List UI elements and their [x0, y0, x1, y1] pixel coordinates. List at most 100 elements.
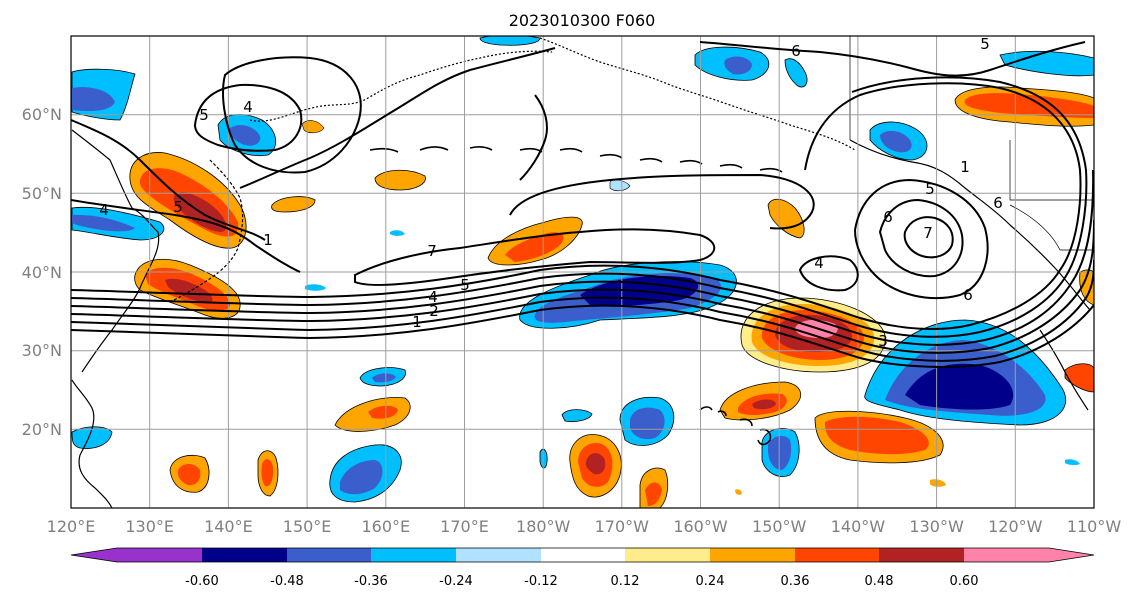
contour-label: 7 [427, 242, 437, 260]
contour-line [853, 178, 989, 299]
lon-tick-label: 120°W [988, 517, 1043, 536]
contour-line [222, 56, 362, 174]
colorbar-segment [117, 548, 202, 562]
contour-line [71, 304, 1094, 368]
lon-tick-label: 160°W [673, 517, 728, 536]
contour-label: 7 [923, 224, 933, 242]
contour-label: 6 [963, 286, 973, 304]
colorbar-tick-label: -0.24 [439, 574, 473, 589]
height-contours [71, 41, 1094, 368]
contour-label: 3 [878, 332, 888, 350]
colorbar-tick-label: 0.48 [865, 574, 894, 589]
colorbar-segment [795, 548, 879, 562]
contour-label: 6 [883, 208, 893, 226]
lon-tick-label: 120°E [47, 517, 96, 536]
lat-tick-label: 50°N [22, 184, 62, 203]
coastline-siberia [249, 50, 553, 122]
contour-label: 2 [429, 302, 439, 320]
contour-label: 1 [960, 158, 970, 176]
tropical-anomalies [71, 120, 1094, 508]
map-frame [70, 35, 1095, 509]
colorbar-outline [70, 547, 1095, 563]
contour-line [71, 119, 266, 241]
colorbar-tick-label: 0.60 [950, 574, 979, 589]
lon-tick-label: 180°W [516, 517, 571, 536]
lat-tick-label: 30°N [22, 341, 62, 360]
contour-line [798, 255, 859, 292]
contour-label: 4 [428, 288, 438, 306]
colorbar-segment [541, 548, 625, 562]
lon-tick-label: 130°W [909, 517, 964, 536]
contour-label: 1 [263, 231, 273, 249]
contour-line [878, 198, 964, 278]
longitude-ticks: 120°E 130°E 140°E 150°E 160°E 170°E 180°… [47, 517, 1122, 536]
latitude-ticks: 20°N 30°N 40°N 50°N 60°N [22, 105, 62, 439]
coastline-hawaii [699, 406, 772, 446]
map-panel: 5 4 6 5 4 1 7 4 5 1 2 4 5 6 6 3 1 7 6 5 … [22, 35, 1122, 536]
contour-line [193, 83, 303, 152]
colorbar-segment [879, 548, 964, 562]
lon-tick-label: 110°W [1067, 517, 1122, 536]
colorbar-tick-label: 0.12 [611, 574, 640, 589]
colorbar-segment [202, 548, 287, 562]
negative-anomaly-okhotsk [71, 68, 276, 241]
gridlines [71, 36, 1094, 508]
contour-line [699, 41, 1086, 77]
contour-label: 4 [99, 201, 109, 219]
contour-label: 1 [412, 313, 422, 331]
figure-title: 2023010300 F060 [509, 11, 656, 30]
contour-line [519, 94, 548, 181]
lon-tick-label: 140°W [831, 517, 886, 536]
contour-line [71, 169, 1094, 346]
coastlines [71, 36, 1094, 508]
lon-tick-label: 160°E [361, 517, 410, 536]
colorbar-tick-label: -0.36 [354, 574, 388, 589]
contour-line [71, 76, 1088, 338]
contour-label: 6 [993, 194, 1003, 212]
contour-line [71, 259, 1094, 362]
contour-line [509, 173, 815, 230]
colorbar-tick-label: -0.12 [524, 574, 558, 589]
contour-line [239, 47, 556, 189]
positive-anomaly-gulf-of-alaska [954, 86, 1094, 127]
coastline-asia [71, 129, 160, 508]
lon-tick-label: 150°W [752, 517, 807, 536]
colorbar-tick-label: 0.24 [696, 574, 725, 589]
contour-line [903, 216, 954, 259]
colorbar-segment [287, 548, 371, 562]
lon-tick-label: 170°E [440, 517, 489, 536]
contour-line [71, 219, 1094, 354]
coastline-north-america [849, 139, 1091, 311]
colorbar-extend-low [71, 548, 117, 562]
lat-tick-label: 40°N [22, 263, 62, 282]
contour-label: 5 [199, 106, 209, 124]
coastline-alaska [539, 37, 856, 151]
contour-label: 5 [173, 198, 183, 216]
contour-labels: 5 4 6 5 4 1 7 4 5 1 2 4 5 6 6 3 1 7 6 5 [99, 35, 1003, 350]
lon-tick-label: 140°E [204, 517, 253, 536]
lon-tick-label: 130°E [125, 517, 174, 536]
contour-label: 6 [791, 42, 801, 60]
contour-label: 4 [814, 254, 824, 272]
colorbar-tick-label: 0.36 [781, 574, 810, 589]
contour-label: 5 [925, 180, 935, 198]
positive-anomaly-dateline [487, 216, 583, 266]
lon-tick-label: 170°W [595, 517, 650, 536]
colorbar-tick-label: -0.60 [185, 574, 219, 589]
lon-tick-label: 150°E [283, 517, 332, 536]
colorbar-extend-high [1049, 548, 1094, 562]
coastline-aleutians [369, 145, 783, 173]
contour-line [354, 228, 716, 286]
colorbar-segment [371, 548, 456, 562]
colorbar: -0.60 -0.48 -0.36 -0.24 -0.12 0.12 0.24 … [70, 547, 1095, 589]
political-borders [849, 36, 1094, 251]
coastline-japan [169, 159, 244, 303]
colorbar-segment [710, 548, 795, 562]
contour-line [71, 199, 301, 273]
colorbar-segment [625, 548, 710, 562]
colorbar-segment [964, 548, 1049, 562]
contour-label: 5 [980, 35, 990, 53]
colorbar-segment [456, 548, 541, 562]
lat-tick-label: 20°N [22, 420, 62, 439]
